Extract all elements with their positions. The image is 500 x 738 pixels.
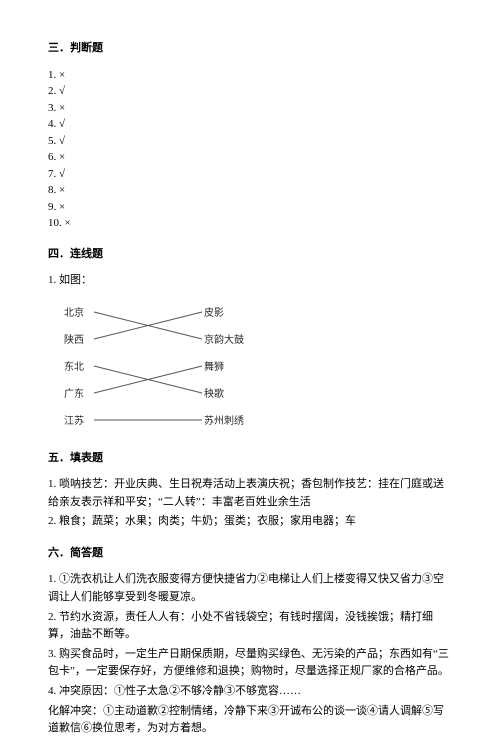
item-mark: × bbox=[59, 184, 65, 196]
judgment-item: 7. √ bbox=[48, 166, 452, 183]
item-num: 4. bbox=[48, 118, 56, 130]
match-right-label: 京韵大鼓 bbox=[204, 333, 264, 348]
match-left-label: 北京 bbox=[64, 306, 92, 321]
match-left-label: 陕西 bbox=[64, 333, 92, 348]
judgment-item: 2. √ bbox=[48, 83, 452, 100]
item-mark: √ bbox=[59, 168, 65, 180]
item-num: 6. bbox=[48, 151, 56, 163]
item-mark: √ bbox=[59, 118, 65, 130]
judgment-item: 9. × bbox=[48, 199, 452, 216]
answer-item: 3. 购买食品时，一定生产日期保质期，尽量购买绿色、无污染的产品；东西如有“三包… bbox=[48, 646, 452, 681]
match-lines-svg bbox=[92, 304, 204, 436]
answer-item: 4. 冲突原因：①性子太急②不够冷静③不够宽容…… bbox=[48, 683, 452, 701]
item-num: 10. bbox=[48, 217, 62, 229]
match-right-label: 秧歌 bbox=[204, 387, 264, 402]
item-num: 5. bbox=[48, 135, 56, 147]
item-mark: × bbox=[59, 102, 65, 114]
item-num: 3. bbox=[48, 102, 56, 114]
item-mark: × bbox=[59, 69, 65, 81]
match-right-label: 苏州刺绣 bbox=[204, 414, 264, 429]
judgment-item: 5. √ bbox=[48, 133, 452, 150]
item-num: 1. bbox=[48, 69, 56, 81]
judgment-item: 6. × bbox=[48, 149, 452, 166]
item-mark: × bbox=[59, 201, 65, 213]
match-diagram: 北京陕西东北广东江苏 皮影京韵大鼓舞狮秧歌苏州刺绣 bbox=[64, 304, 264, 436]
match-left-label: 江苏 bbox=[64, 414, 92, 429]
judgment-item: 1. × bbox=[48, 67, 452, 84]
judgment-list: 1. × 2. √ 3. × 4. √ 5. √ 6. × 7. √ 8. × … bbox=[48, 67, 452, 232]
answer-item: 化解冲突：①主动道歉②控制情绪，冷静下来③开诚布公的谈一谈④请人调解⑤写道歉信⑥… bbox=[48, 703, 452, 738]
item-mark: × bbox=[59, 151, 65, 163]
item-num: 2. bbox=[48, 85, 56, 97]
fill-item: 2. 粮食；蔬菜；水果；肉类；牛奶；蛋类；衣服；家用电器；车 bbox=[48, 513, 452, 531]
item-mark: √ bbox=[59, 135, 65, 147]
section-3-title: 三．判断题 bbox=[48, 40, 452, 57]
section-6-title: 六．简答题 bbox=[48, 545, 452, 562]
judgment-item: 10. × bbox=[48, 215, 452, 232]
item-num: 7. bbox=[48, 168, 56, 180]
fill-item: 1. 唢呐技艺：开业庆典、生日祝寿活动上表演庆祝；香包制作技艺：挂在门庭或送给亲… bbox=[48, 476, 452, 511]
answer-item: 2. 节约水资源，责任人人有：小处不省钱袋空；有钱时摆阔，没钱挨饿；精打细算，油… bbox=[48, 609, 452, 644]
item-num: 8. bbox=[48, 184, 56, 196]
judgment-item: 3. × bbox=[48, 100, 452, 117]
item-num: 9. bbox=[48, 201, 56, 213]
answer-item: 1. ①洗衣机让人们洗衣服变得方便快捷省力②电梯让人们上楼变得又快又省力③空调让… bbox=[48, 571, 452, 606]
match-right-label: 皮影 bbox=[204, 306, 264, 321]
judgment-item: 4. √ bbox=[48, 116, 452, 133]
section-4-title: 四．连线题 bbox=[48, 246, 452, 263]
match-left-label: 东北 bbox=[64, 360, 92, 375]
item-mark: × bbox=[65, 217, 71, 229]
judgment-item: 8. × bbox=[48, 182, 452, 199]
match-right-label: 舞狮 bbox=[204, 360, 264, 375]
item-mark: √ bbox=[59, 85, 65, 97]
section-5-title: 五．填表题 bbox=[48, 450, 452, 467]
section-4-intro: 1. 如图： bbox=[48, 272, 452, 290]
match-left-label: 广东 bbox=[64, 387, 92, 402]
